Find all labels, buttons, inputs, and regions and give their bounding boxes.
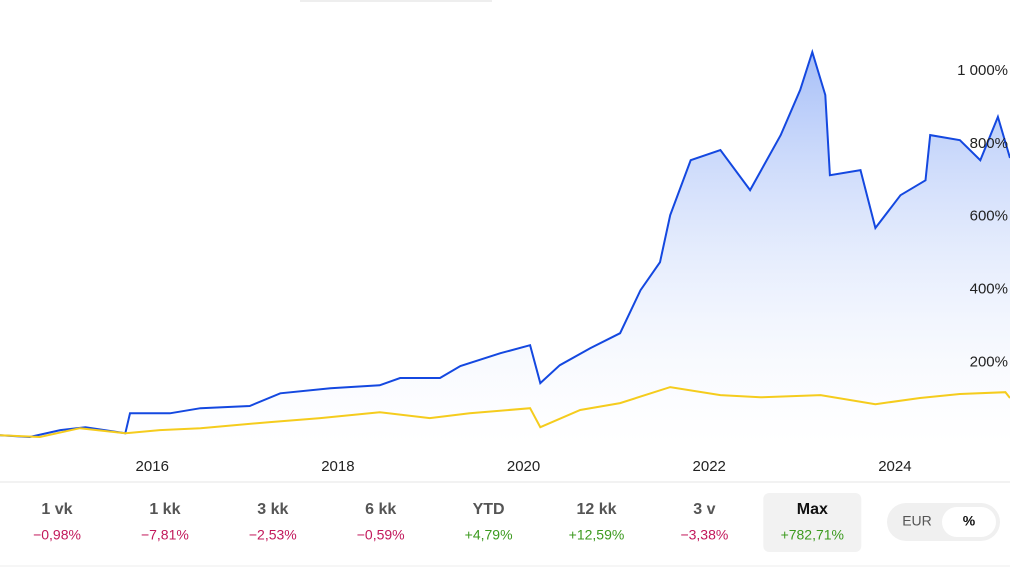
toggle-selected [942, 507, 996, 537]
area [0, 52, 1010, 445]
period-label[interactable]: 3 v [693, 501, 715, 518]
x-tick-label: 2022 [693, 458, 726, 475]
period-label[interactable]: 3 kk [257, 501, 288, 518]
x-tick-label: 2020 [507, 458, 540, 475]
y-tick-label: 600% [970, 208, 1008, 225]
line [0, 386, 1010, 439]
period-change: −3,38% [680, 527, 728, 543]
y-tick-label: 400% [970, 280, 1008, 297]
period-change: +4,79% [465, 527, 513, 543]
period-label[interactable]: 6 kk [365, 501, 396, 518]
toggle-option[interactable]: % [963, 513, 976, 529]
toggle-option[interactable]: EUR [902, 513, 932, 529]
period-change: −2,53% [249, 527, 297, 543]
line [0, 48, 1010, 439]
period-change: −0,98% [33, 527, 81, 543]
y-tick-label: 1 000% [957, 62, 1008, 79]
period-label[interactable]: YTD [473, 501, 505, 518]
period-selected [763, 493, 862, 552]
y-tick-label: 800% [970, 135, 1008, 152]
period-label[interactable]: 1 vk [41, 501, 72, 518]
period-label[interactable]: Max [797, 501, 828, 518]
y-tick-label: 200% [970, 353, 1008, 370]
period-change: −7,81% [141, 527, 189, 543]
top-handle [300, 0, 492, 2]
period-change: +782,71% [781, 527, 844, 543]
x-tick-label: 2018 [321, 458, 354, 475]
x-tick-label: 2016 [136, 458, 169, 475]
period-change: −0,59% [357, 527, 405, 543]
period-label[interactable]: 12 kk [576, 501, 616, 518]
period-label[interactable]: 1 kk [149, 501, 180, 518]
x-tick-label: 2024 [878, 458, 911, 475]
period-change: +12,59% [569, 527, 625, 543]
